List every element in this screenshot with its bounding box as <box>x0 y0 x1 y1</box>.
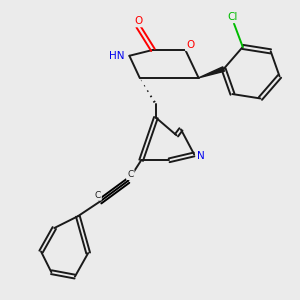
Text: C: C <box>94 190 101 200</box>
Text: O: O <box>186 40 194 50</box>
Polygon shape <box>199 67 224 78</box>
Text: N: N <box>197 151 205 161</box>
Text: C: C <box>127 170 134 179</box>
Text: HN: HN <box>109 51 124 61</box>
Text: O: O <box>134 16 142 26</box>
Text: Cl: Cl <box>227 12 238 22</box>
